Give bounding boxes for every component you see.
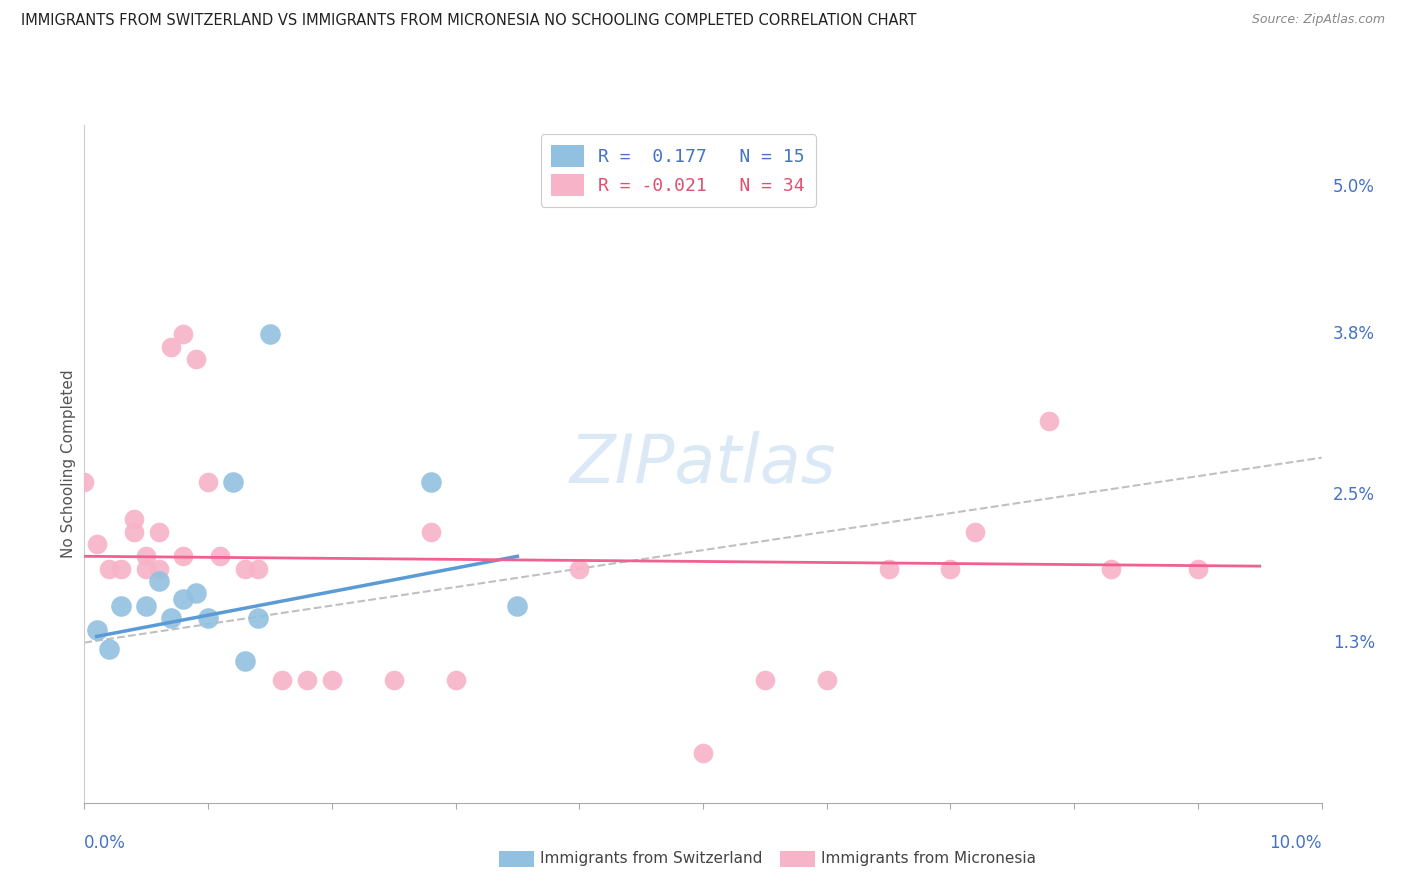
Point [877,561,900,575]
Text: IMMIGRANTS FROM SWITZERLAND VS IMMIGRANTS FROM MICRONESIA NO SCHOOLING COMPLETED: IMMIGRANTS FROM SWITZERLAND VS IMMIGRANT… [21,13,917,29]
Point [419,475,441,490]
Point [754,673,776,687]
Point [419,524,441,539]
Text: 10.0%: 10.0% [1270,834,1322,852]
Point [568,561,591,575]
Point [1099,561,1122,575]
Point [110,599,132,613]
Point [233,561,256,575]
Point [222,475,245,490]
Point [321,673,343,687]
Point [939,561,962,575]
Point [259,327,281,342]
Point [160,340,183,354]
Text: ZIPatlas: ZIPatlas [569,431,837,497]
Point [148,574,170,588]
Point [692,747,714,761]
Point [271,673,294,687]
Text: 2.5%: 2.5% [1333,485,1375,504]
Point [172,549,194,564]
Point [135,549,157,564]
Point [295,673,318,687]
Point [246,611,269,625]
Point [110,561,132,575]
Y-axis label: No Schooling Completed: No Schooling Completed [60,369,76,558]
Point [444,673,467,687]
Text: 5.0%: 5.0% [1333,178,1375,195]
Point [815,673,838,687]
Text: 1.3%: 1.3% [1333,633,1375,651]
Point [86,624,108,638]
Point [1187,561,1209,575]
Point [233,654,256,668]
Point [172,327,194,342]
Point [172,592,194,607]
Point [1038,414,1060,428]
Point [86,537,108,551]
Point [246,561,269,575]
Point [98,561,121,575]
Text: Immigrants from Micronesia: Immigrants from Micronesia [821,852,1036,866]
Text: 3.8%: 3.8% [1333,326,1375,343]
Point [197,475,219,490]
Legend: R =  0.177   N = 15, R = -0.021   N = 34: R = 0.177 N = 15, R = -0.021 N = 34 [541,134,815,207]
Point [135,561,157,575]
Point [160,611,183,625]
Point [73,475,96,490]
Text: Source: ZipAtlas.com: Source: ZipAtlas.com [1251,13,1385,27]
Point [135,599,157,613]
Point [148,561,170,575]
Text: Immigrants from Switzerland: Immigrants from Switzerland [540,852,762,866]
Text: 0.0%: 0.0% [84,834,127,852]
Point [506,599,529,613]
Point [209,549,232,564]
Point [197,611,219,625]
Point [98,641,121,656]
Point [965,524,987,539]
Point [122,524,145,539]
Point [122,512,145,526]
Point [148,524,170,539]
Point [184,352,207,367]
Point [184,586,207,600]
Point [382,673,405,687]
